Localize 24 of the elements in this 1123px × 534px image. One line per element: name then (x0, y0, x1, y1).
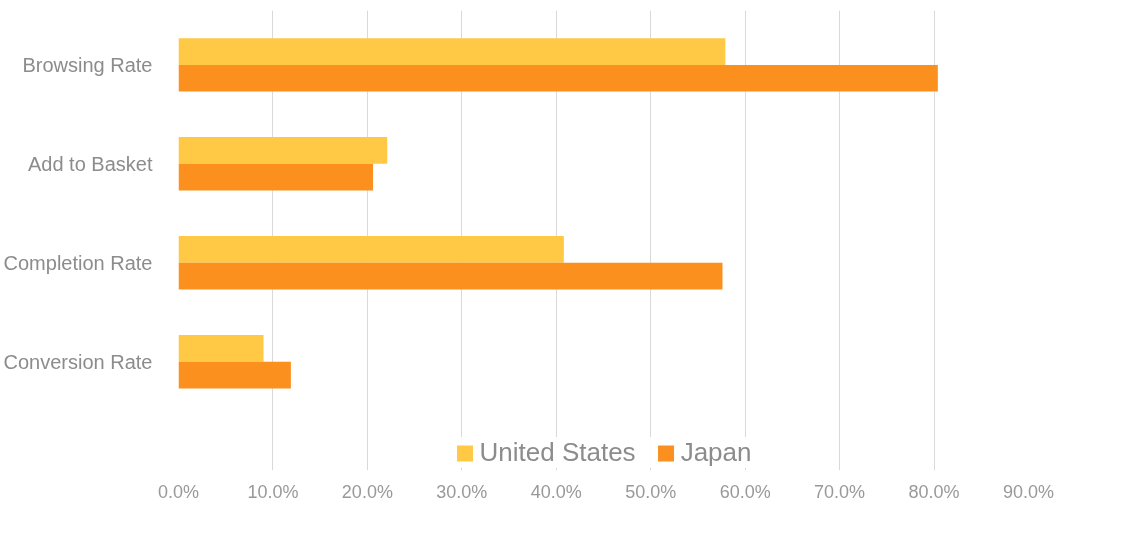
y-tick-label: Conversion Rate (3, 350, 153, 373)
bar (178, 64, 938, 92)
legend-label: United States (479, 437, 636, 468)
bar (178, 163, 374, 191)
bar (178, 334, 264, 362)
y-tick-label: Add to Basket (27, 152, 153, 175)
legend-label: Japan (680, 437, 752, 468)
x-tick-label: 0.0% (157, 481, 200, 502)
x-tick-label: 50.0% (625, 481, 677, 502)
x-tick-label: 90.0% (1002, 481, 1055, 502)
y-tick-label: Browsing Rate (22, 53, 153, 76)
bar (178, 361, 291, 389)
x-tick-label: 40.0% (530, 481, 582, 502)
x-tick-label: 80.0% (908, 481, 960, 502)
bar (178, 262, 723, 290)
bar (178, 236, 564, 263)
bar (178, 137, 388, 164)
x-tick-label: 60.0% (719, 481, 771, 502)
x-tick-label: 10.0% (247, 481, 299, 502)
y-tick-label: Completion Rate (3, 251, 153, 274)
x-tick-label: 30.0% (436, 481, 488, 502)
x-tick-label: 70.0% (814, 481, 866, 502)
bar (178, 38, 726, 65)
x-tick-label: 20.0% (341, 481, 393, 502)
